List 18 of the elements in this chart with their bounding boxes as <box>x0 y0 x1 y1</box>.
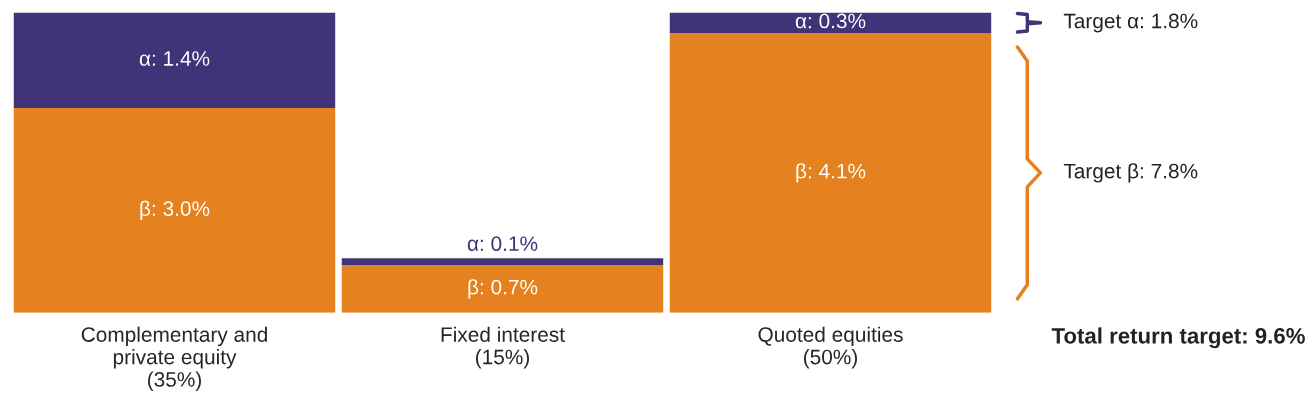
bar <box>341 258 664 265</box>
data-label: α: 1.4% <box>139 51 210 66</box>
data-label: β: 4.1% <box>796 163 866 183</box>
bar <box>13 12 336 109</box>
bar <box>669 12 992 33</box>
x-tick-label: Quoted equities (50%) <box>758 326 903 369</box>
bar <box>341 264 664 313</box>
text: Target β: 7.8% <box>1063 163 1198 183</box>
x-tick-label: Complementary and private equity (35%) <box>81 326 267 391</box>
bar <box>669 32 992 313</box>
data-label: β: 0.7% <box>468 279 538 299</box>
text: Target α: 1.8% <box>1063 13 1198 33</box>
data-label: β: 3.0% <box>140 200 210 221</box>
bar <box>13 108 336 313</box>
x-tick-label: Fixed interest (15%) <box>441 326 565 369</box>
data-label: α: 0.1% <box>467 236 538 252</box>
data-label: α: 0.3% <box>795 13 866 29</box>
text: Total return target: 9.6% <box>1051 327 1305 349</box>
